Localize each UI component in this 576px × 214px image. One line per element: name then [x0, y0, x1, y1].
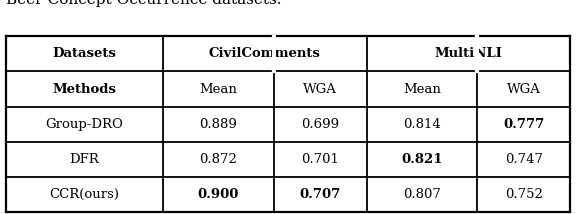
Text: 0.807: 0.807 [403, 188, 441, 201]
Text: WGA: WGA [507, 83, 541, 95]
Text: 0.872: 0.872 [199, 153, 237, 166]
Text: Methods: Methods [52, 83, 116, 95]
Text: 0.821: 0.821 [401, 153, 443, 166]
Text: CivilComments: CivilComments [209, 48, 321, 60]
Text: MultiNLI: MultiNLI [434, 48, 502, 60]
Text: Datasets: Datasets [52, 48, 116, 60]
Text: 0.747: 0.747 [505, 153, 543, 166]
Text: Mean: Mean [199, 83, 237, 95]
Text: Mean: Mean [403, 83, 441, 95]
Text: 0.752: 0.752 [505, 188, 543, 201]
Text: Beer-Concept-Occurrence datasets.: Beer-Concept-Occurrence datasets. [6, 0, 281, 7]
Text: 0.707: 0.707 [300, 188, 341, 201]
Text: 0.900: 0.900 [198, 188, 239, 201]
Text: CCR(ours): CCR(ours) [50, 188, 119, 201]
Text: 0.699: 0.699 [301, 118, 339, 131]
Text: Group-DRO: Group-DRO [46, 118, 123, 131]
Text: 0.889: 0.889 [199, 118, 237, 131]
Text: 0.777: 0.777 [503, 118, 544, 131]
Text: DFR: DFR [70, 153, 99, 166]
Text: 0.701: 0.701 [301, 153, 339, 166]
Text: 0.814: 0.814 [403, 118, 441, 131]
Text: WGA: WGA [303, 83, 337, 95]
